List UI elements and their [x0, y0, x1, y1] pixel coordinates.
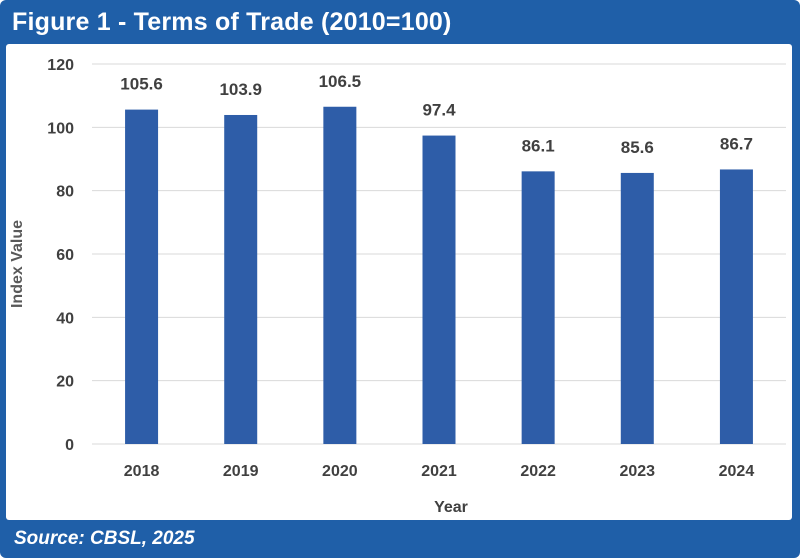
data-label: 103.9 [219, 80, 262, 99]
x-axis-ticks: 2018 2019 2020 2021 2022 2023 2024 [124, 463, 755, 480]
bar-2018 [125, 109, 159, 444]
figure-title-bar: Figure 1 - Terms of Trade (2010=100) [0, 0, 800, 44]
source-bar: Source: CBSL, 2025 [0, 522, 800, 556]
y-tick-label: 40 [56, 310, 74, 327]
y-tick-label: 80 [56, 184, 74, 201]
bar-2019 [224, 114, 258, 444]
y-tick-label: 0 [65, 437, 74, 454]
bar-chart: 0 20 40 60 80 100 120 2018 2019 2020 2021 2022 2023… [9, 57, 786, 516]
bars [125, 106, 753, 445]
y-tick-label: 100 [47, 120, 74, 137]
y-axis-ticks: 0 20 40 60 80 100 120 [47, 57, 74, 454]
x-axis-label: Year [434, 499, 468, 516]
y-tick-label: 20 [56, 374, 74, 391]
x-tick-label: 2018 [124, 463, 160, 480]
bar-2020 [323, 106, 357, 444]
source-note: Source: CBSL, 2025 [14, 528, 195, 549]
chart-panel: 0 20 40 60 80 100 120 2018 2019 2020 2021 2022 2023… [6, 44, 792, 520]
x-tick-label: 2021 [421, 463, 457, 480]
data-label: 86.1 [522, 136, 555, 155]
data-labels: 105.6 103.9 106.5 97.4 86.1 85.6 86.7 [120, 72, 753, 157]
bar-2021 [422, 135, 456, 445]
x-tick-label: 2023 [619, 463, 655, 480]
y-tick-label: 60 [56, 247, 74, 264]
bar-2022 [521, 171, 555, 444]
y-tick-label: 120 [47, 57, 74, 74]
data-label: 105.6 [120, 75, 163, 94]
x-tick-label: 2019 [223, 463, 259, 480]
data-label: 85.6 [621, 138, 654, 157]
y-axis-label: Index Value [9, 220, 26, 308]
bar-2024 [719, 169, 753, 444]
x-tick-label: 2022 [520, 463, 556, 480]
figure-title: Figure 1 - Terms of Trade (2010=100) [12, 7, 452, 36]
x-tick-label: 2024 [719, 463, 755, 480]
x-tick-label: 2020 [322, 463, 358, 480]
data-label: 106.5 [319, 72, 362, 91]
data-label: 86.7 [720, 134, 753, 153]
bar-2023 [620, 172, 654, 444]
data-label: 97.4 [422, 101, 456, 120]
